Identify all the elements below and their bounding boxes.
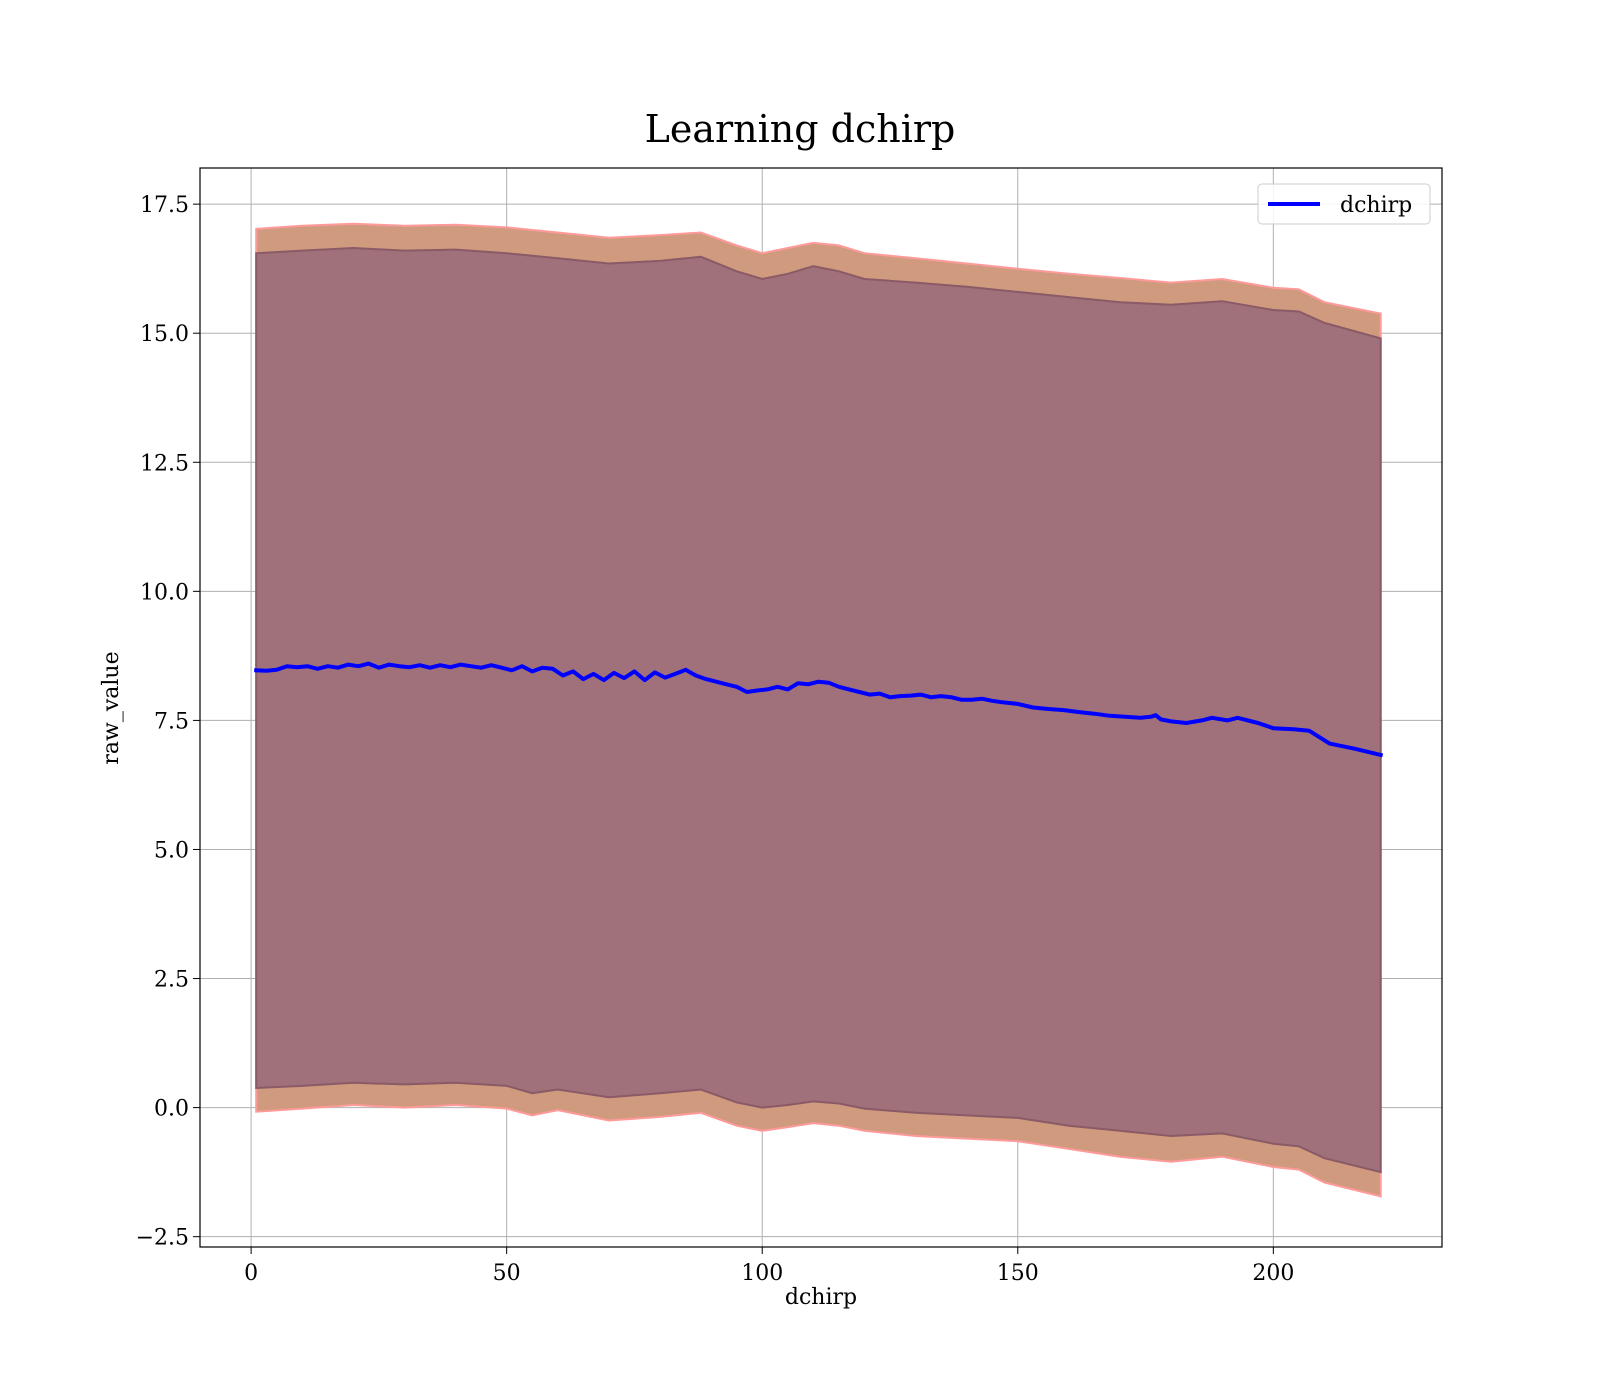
- x-tick-label: 0: [244, 1261, 258, 1286]
- y-tick-label: 12.5: [140, 451, 189, 476]
- series-lines: [254, 661, 1384, 758]
- x-tick-label: 150: [997, 1261, 1039, 1286]
- x-tick-label: 200: [1252, 1261, 1294, 1286]
- y-tick-label: −2.5: [136, 1226, 189, 1251]
- y-tick-label: 5.0: [154, 838, 189, 863]
- legend-label: dchirp: [1340, 193, 1412, 218]
- legend: dchirp: [1257, 183, 1431, 225]
- y-tick-label: 15.0: [140, 322, 189, 347]
- y-tick-label: 10.0: [140, 580, 189, 605]
- x-tick-label: 100: [741, 1261, 783, 1286]
- y-axis-ticks: −2.5 0.0 2.5 5.0 7.5 10.0 12.5 15.0 17.5: [136, 193, 200, 1251]
- y-tick-label: 2.5: [154, 968, 189, 993]
- confidence-bands: [255, 222, 1382, 1198]
- y-tick-label: 7.5: [154, 709, 189, 734]
- legend-box: [1257, 183, 1431, 225]
- x-axis-title: dchirp: [785, 1285, 857, 1310]
- chart-title: Learning dchirp: [645, 107, 956, 151]
- confidence-band: [255, 246, 1382, 1174]
- y-tick-label: 0.0: [154, 1097, 189, 1122]
- series-line-dchirp: [254, 661, 1384, 758]
- y-axis-title: raw_value: [99, 651, 124, 764]
- plot-frame: [199, 167, 1443, 1248]
- x-tick-label: 50: [493, 1261, 521, 1286]
- x-axis-ticks: 0 50 100 150 200: [244, 1247, 1294, 1286]
- y-tick-label: 17.5: [140, 193, 189, 218]
